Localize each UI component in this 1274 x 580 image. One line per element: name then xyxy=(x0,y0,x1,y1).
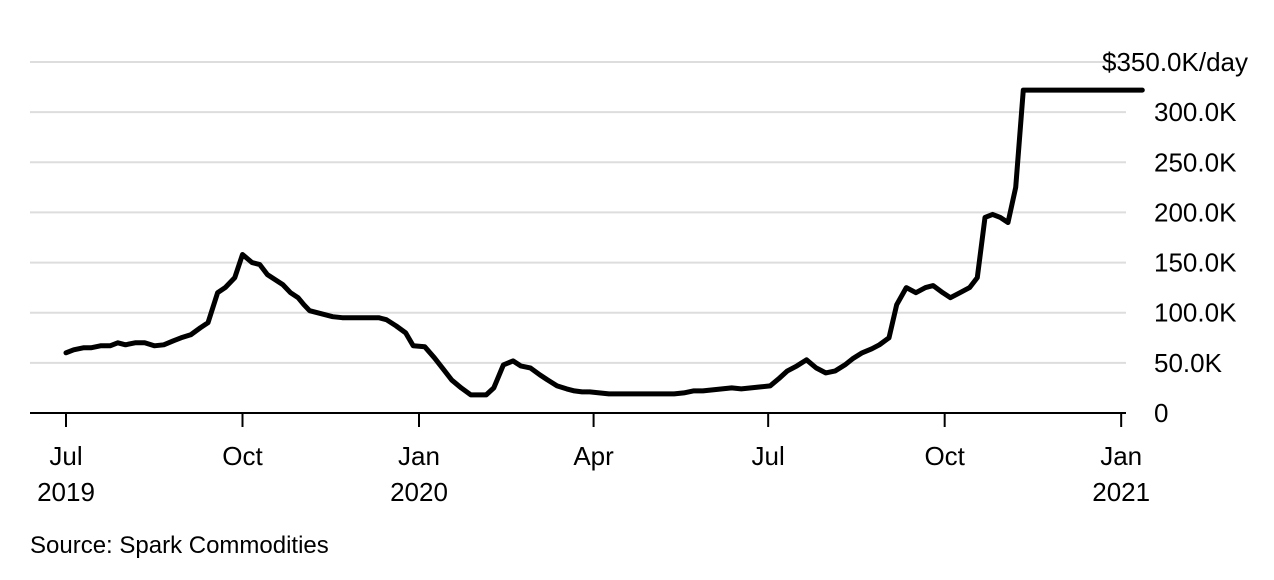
x-tick-label: Jan xyxy=(1100,441,1142,471)
gridlines xyxy=(30,61,1126,364)
x-tick-year-label: 2021 xyxy=(1092,477,1150,507)
y-tick-label: 200.0K xyxy=(1154,197,1237,227)
source-note: Source: Spark Commodities xyxy=(30,532,329,559)
y-tick-label: 100.0K xyxy=(1154,298,1237,328)
x-tick-label: Oct xyxy=(222,441,263,471)
x-tick-label: Jan xyxy=(398,441,440,471)
y-tick-label: 150.0K xyxy=(1154,248,1237,278)
x-tick-label: Jul xyxy=(752,441,785,471)
y-tick-label: 300.0K xyxy=(1154,97,1237,127)
y-tick-label: 250.0K xyxy=(1154,147,1237,177)
y-tick-label: $350.0K/day xyxy=(1102,47,1248,77)
y-tick-label: 0 xyxy=(1154,398,1168,428)
x-tick-year-label: 2019 xyxy=(37,477,95,507)
x-tick-label: Apr xyxy=(573,441,614,471)
y-axis-tick-labels: 0 50.0K 100.0K 150.0K 200.0K 250.0K 300.0K $350… xyxy=(1102,47,1248,428)
x-tick-year-label: 2020 xyxy=(390,477,448,507)
x-tick-label: Oct xyxy=(924,441,965,471)
series-line xyxy=(63,87,1145,398)
y-tick-label: 50.0K xyxy=(1154,348,1223,378)
x-tick-label: Jul xyxy=(49,441,82,471)
x-axis-ticks: Jul 2019 Oct Jan 2020 Apr Jul Oct Jan 2021 xyxy=(37,413,1150,507)
